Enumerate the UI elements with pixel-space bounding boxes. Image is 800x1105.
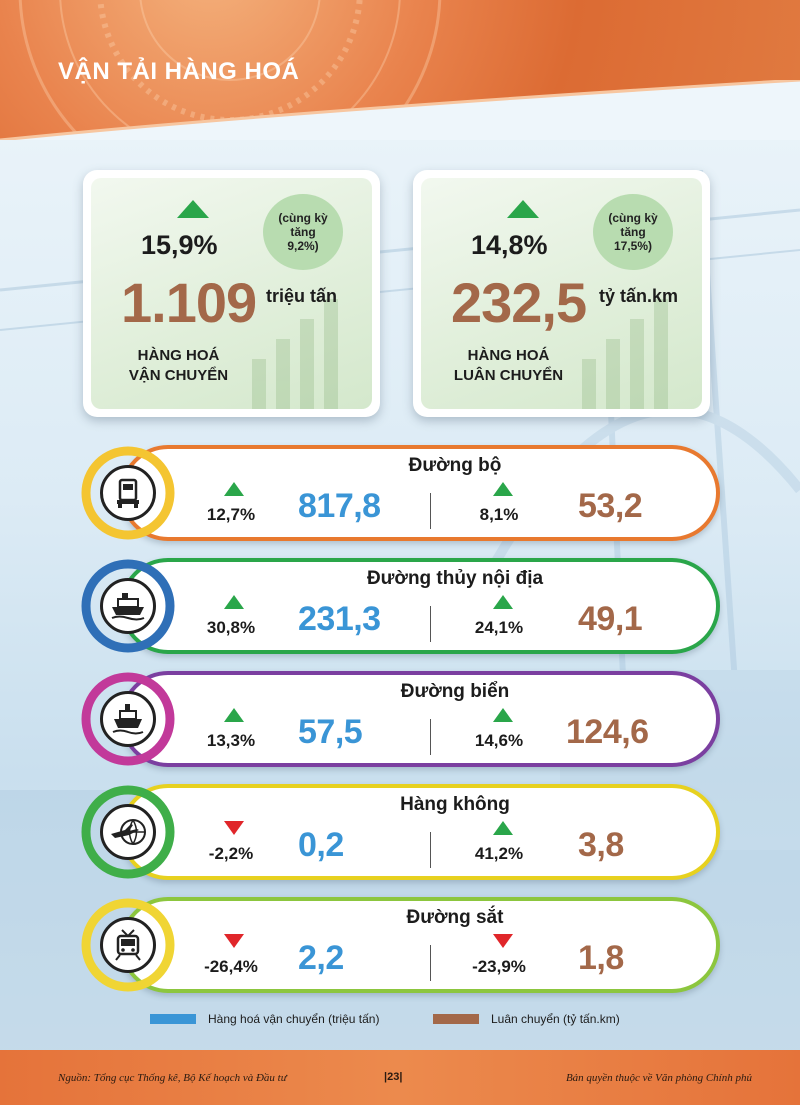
card-yoy-badge: (cùng kỳ tăng 9,2%) — [263, 194, 343, 270]
legend-label: Luân chuyển (tỷ tấn.km) — [491, 1012, 620, 1026]
page-number: |23| — [384, 1071, 403, 1083]
transport-decrease-icon — [224, 934, 244, 948]
mode-name: Hàng không — [400, 794, 510, 815]
mode-name: Đường bộ — [408, 455, 502, 476]
turnover-value: 53,2 — [578, 487, 643, 525]
turnover-value: 1,8 — [578, 939, 624, 977]
legend-swatch — [433, 1014, 479, 1024]
transport-change: -2,2% — [208, 844, 254, 863]
transport-value: 0,2 — [298, 826, 344, 864]
turnover-change: 24,1% — [474, 618, 524, 637]
card-value: 232,5 — [451, 271, 587, 334]
card-value: 1.109 — [121, 271, 257, 334]
card-bars-decoration — [252, 299, 338, 409]
turnover-change: 14,6% — [474, 731, 524, 750]
divider — [430, 493, 431, 529]
ship-icon — [100, 691, 156, 747]
mode-panel — [120, 784, 720, 880]
mode-name: Đường sắt — [406, 907, 504, 928]
mode-name: Đường biển — [400, 681, 510, 702]
card-yoy-badge: (cùng kỳ tăng 17,5%) — [593, 194, 673, 270]
transport-value: 2,2 — [298, 939, 344, 977]
river-boat-icon — [100, 578, 156, 634]
divider — [430, 606, 431, 642]
truck-icon — [100, 465, 156, 521]
increase-arrow-icon — [507, 200, 539, 218]
turnover-increase-icon — [493, 708, 513, 722]
transport-change: 12,7% — [206, 505, 256, 524]
transport-value: 817,8 — [298, 487, 381, 525]
turnover-change: -23,9% — [472, 957, 526, 976]
mode-panel — [120, 897, 720, 993]
card-unit: triệu tấn — [266, 286, 338, 306]
transport-change: 30,8% — [206, 618, 256, 637]
airplane-globe-icon — [100, 804, 156, 860]
card-label: HÀNG HOÁ VẬN CHUYỂN — [128, 347, 229, 384]
card-turnover: 14,8% (cùng kỳ tăng 17,5%) 232,5 tỷ tấn.km… — [413, 170, 710, 417]
mode-ring — [81, 898, 175, 992]
mode-ring — [81, 785, 175, 879]
card-bars-decoration — [582, 299, 668, 409]
transport-increase-icon — [224, 482, 244, 496]
transport-increase-icon — [224, 708, 244, 722]
mode-row-road: Đường bộ 12,7% 817,8 8,1% 53,2 — [80, 443, 722, 545]
legend-label: Hàng hoá vận chuyển (triệu tấn) — [208, 1012, 380, 1026]
page-title: VẬN TẢI HÀNG HOÁ — [58, 58, 300, 85]
turnover-value: 49,1 — [578, 600, 643, 638]
divider — [430, 945, 431, 981]
mode-ring — [81, 672, 175, 766]
turnover-change: 8,1% — [479, 505, 519, 524]
mode-row-sea: Đường biển 13,3% 57,5 14,6% 124,6 — [80, 669, 722, 771]
divider — [430, 719, 431, 755]
transport-value: 57,5 — [298, 713, 363, 751]
source-note: Nguồn: Tổng cục Thống kê, Bộ Kế hoạch và… — [58, 1072, 287, 1084]
increase-arrow-icon — [177, 200, 209, 218]
header-swoosh — [0, 80, 800, 140]
card-percent: 15,9% — [141, 230, 218, 260]
copyright-note: Bản quyền thuộc về Văn phòng Chính phủ — [565, 1072, 752, 1084]
turnover-decrease-icon — [493, 934, 513, 948]
transport-change: -26,4% — [204, 957, 258, 976]
train-icon — [100, 917, 156, 973]
mode-panel — [120, 558, 720, 654]
mode-name: Đường thủy nội địa — [366, 568, 544, 589]
transport-value: 231,3 — [298, 600, 381, 638]
mode-ring — [81, 446, 175, 540]
page-header: VẬN TẢI HÀNG HOÁ — [0, 0, 800, 140]
mode-row-rail: Đường sắt -26,4% 2,2 -23,9% 1,8 — [80, 895, 722, 997]
turnover-increase-icon — [493, 482, 513, 496]
mode-panel — [120, 671, 720, 767]
turnover-increase-icon — [493, 821, 513, 835]
transport-decrease-icon — [224, 821, 244, 835]
legend-swatch — [150, 1014, 196, 1024]
legend-transport: Hàng hoá vận chuyển (triệu tấn) — [150, 1012, 379, 1026]
page-footer: Nguồn: Tổng cục Thống kê, Bộ Kế hoạch và… — [0, 1050, 800, 1105]
turnover-change: 41,2% — [474, 844, 524, 863]
transport-change: 13,3% — [206, 731, 256, 750]
mode-row-air: Hàng không -2,2% 0,2 41,2% 3,8 — [80, 782, 722, 884]
legend-turnover: Luân chuyển (tỷ tấn.km) — [433, 1012, 620, 1026]
divider — [430, 832, 431, 868]
bronze-drum-pattern — [18, 0, 442, 140]
turnover-value: 124,6 — [566, 713, 649, 751]
transport-increase-icon — [224, 595, 244, 609]
mode-ring — [81, 559, 175, 653]
card-percent: 14,8% — [471, 230, 548, 260]
card-label: HÀNG HOÁ LUÂN CHUYỂN — [453, 347, 564, 384]
mode-row-inland-waterway: Đường thủy nội địa 30,8% 231,3 24,1% 49,… — [80, 556, 722, 658]
turnover-value: 3,8 — [578, 826, 624, 864]
card-unit: tỷ tấn.km — [599, 286, 679, 306]
turnover-increase-icon — [493, 595, 513, 609]
card-transported: 15,9% (cùng kỳ tăng 9,2%) 1.109 triệu tấn … — [83, 170, 380, 417]
